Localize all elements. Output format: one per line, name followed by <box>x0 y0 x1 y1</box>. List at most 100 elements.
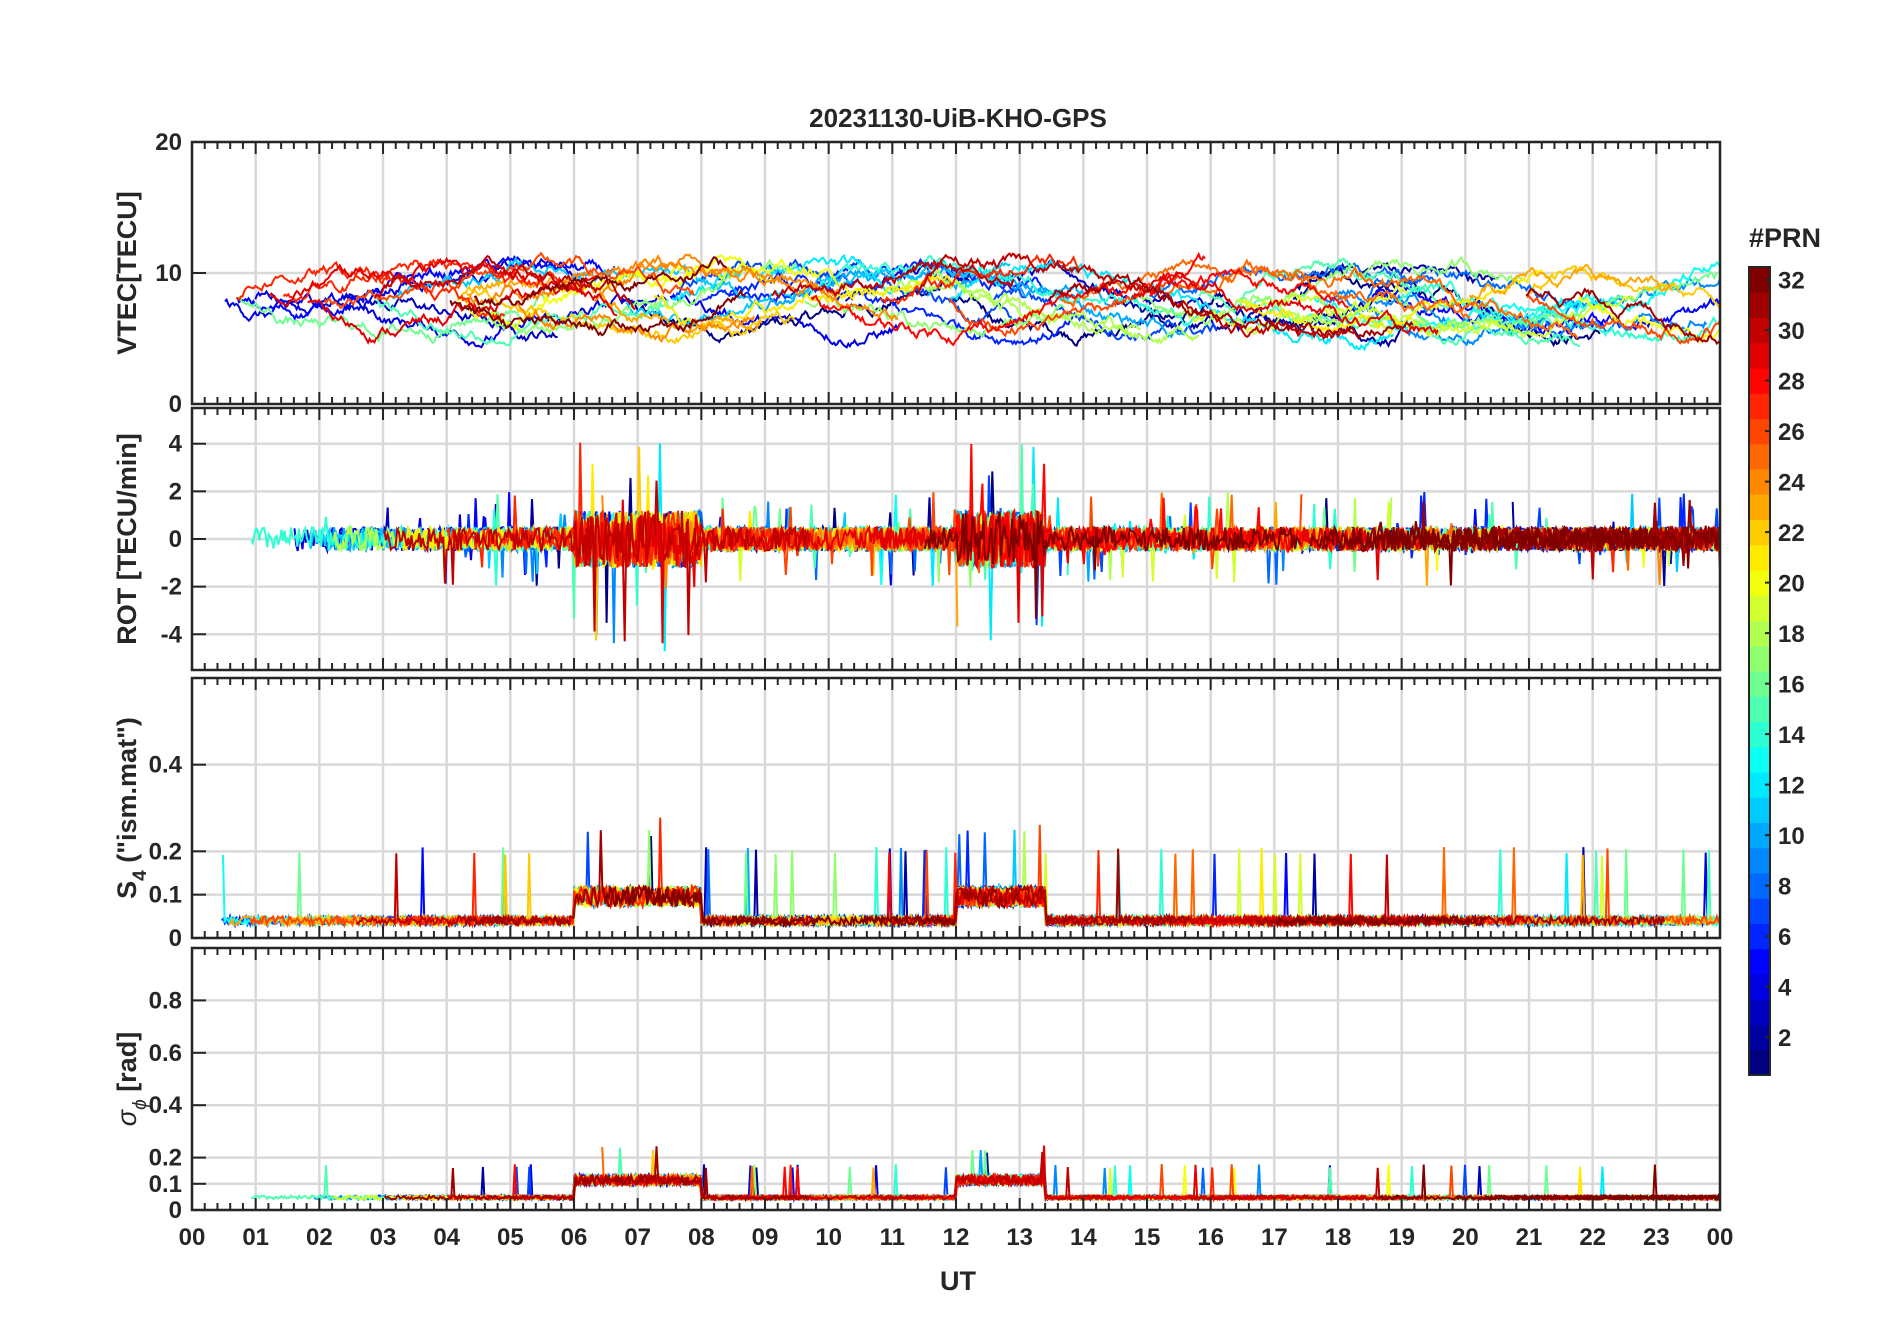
colorbar-segment <box>1749 948 1770 975</box>
x-tick-label: 03 <box>370 1224 397 1251</box>
x-tick-label: 00 <box>179 1224 206 1251</box>
x-tick-label: 13 <box>1006 1224 1033 1251</box>
y-tick-label: 0.1 <box>149 882 182 909</box>
series-line-prn-29 <box>872 511 1110 623</box>
series-line-prn-30 <box>872 1151 1110 1202</box>
series-line-prn-29 <box>1132 271 1439 337</box>
colorbar-segment <box>1749 822 1770 849</box>
colorbar-segment <box>1749 847 1770 874</box>
colorbar-segment <box>1749 873 1770 899</box>
series-line-prn-32 <box>449 289 746 337</box>
y-axis-label-vtec: VTEC[TECU] <box>112 191 142 355</box>
colorbar-label: #PRN <box>1749 223 1821 253</box>
series-line-prn-31 <box>1048 273 1414 340</box>
series-line-prn-29 <box>269 256 618 317</box>
colorbar-tick-label: 18 <box>1778 621 1805 648</box>
y-tick-label: 0.2 <box>149 838 182 865</box>
series-line-prn-5 <box>236 255 616 321</box>
x-tick-label: 17 <box>1261 1224 1288 1251</box>
series-group <box>220 817 1720 929</box>
colorbar-tick-label: 12 <box>1778 773 1805 800</box>
series-line-prn-12 <box>949 258 1394 352</box>
chart-title: 20231130-UiB-KHO-GPS <box>809 103 1107 133</box>
x-tick-label: 02 <box>306 1224 333 1251</box>
colorbar-segment <box>1749 797 1770 823</box>
y-tick-label: 0 <box>169 1197 182 1224</box>
y-tick-label: 2 <box>169 478 182 505</box>
series-line-prn-30 <box>916 252 1355 340</box>
y-tick-label: 0.4 <box>149 1092 183 1119</box>
colorbar-segment <box>1749 721 1770 748</box>
series-line-prn-31 <box>864 848 1191 929</box>
y-tick-label: 0.6 <box>149 1040 182 1067</box>
colorbar-tick-label: 32 <box>1778 268 1805 295</box>
y-tick-label: 0 <box>169 526 182 553</box>
colorbar-tick-label: 20 <box>1778 571 1805 598</box>
y-tick-label: 0.1 <box>149 1171 182 1198</box>
series-line-prn-30 <box>771 258 1015 299</box>
y-tick-label: 10 <box>155 260 182 287</box>
colorbar-tick-label: 14 <box>1778 722 1805 749</box>
colorbar-segment <box>1749 317 1770 344</box>
y-tick-label: -2 <box>161 574 182 601</box>
colorbar-segment <box>1749 696 1770 722</box>
colorbar-segment <box>1749 368 1770 394</box>
x-tick-label: 01 <box>242 1224 269 1251</box>
y-axis-label-s4: S4 ("ism.mat") <box>112 717 151 899</box>
y-tick-label: 20 <box>155 129 182 156</box>
panel-vtec: 0 10 20 VTEC[TECU] <box>112 129 1722 418</box>
series-line-prn-32 <box>1322 521 1720 586</box>
series-line-prn-30 <box>383 480 811 642</box>
x-tick-label: 15 <box>1134 1224 1161 1251</box>
y-axis-label-rot: ROT [TECU/min] <box>112 433 142 644</box>
x-tick-label: 14 <box>1070 1224 1097 1251</box>
series-line-prn-17 <box>804 294 1066 337</box>
colorbar-tick-label: 4 <box>1778 975 1792 1002</box>
colorbar-tick-label: 2 <box>1778 1025 1791 1052</box>
colorbar-tick-label: 28 <box>1778 369 1805 396</box>
y-tick-label: 0.2 <box>149 1145 182 1172</box>
colorbar-segment <box>1749 1024 1770 1051</box>
colorbar-segment <box>1749 544 1770 571</box>
series-line-prn-32 <box>923 511 1301 619</box>
colorbar-segment <box>1749 469 1770 495</box>
series-line-prn-27 <box>235 260 506 321</box>
colorbar-tick-label: 8 <box>1778 874 1791 901</box>
series-line-prn-32 <box>603 884 957 929</box>
series-line-prn-28 <box>810 251 1206 347</box>
series-line-prn-26 <box>1526 294 1720 345</box>
x-tick-label: 12 <box>943 1224 970 1251</box>
colorbar-segment <box>1749 999 1770 1025</box>
colorbar-segment <box>1749 292 1770 318</box>
series-group <box>224 251 1720 352</box>
colorbar-tick-label: 22 <box>1778 520 1805 547</box>
colorbar-segment <box>1749 671 1770 697</box>
x-tick-label: 22 <box>1579 1224 1606 1251</box>
series-line-prn-18 <box>903 279 1142 333</box>
y-tick-label: 0 <box>169 391 182 418</box>
x-tick-label: 00 <box>1707 1224 1734 1251</box>
colorbar-segment <box>1749 570 1770 596</box>
y-tick-label: 0.4 <box>149 752 183 779</box>
x-tick-label: 11 <box>880 1224 905 1251</box>
x-tick-label: 06 <box>561 1224 588 1251</box>
series-group <box>250 442 1720 652</box>
x-tick-label: 21 <box>1516 1224 1543 1251</box>
series-line-prn-23 <box>466 274 763 336</box>
series-line-prn-17 <box>481 258 798 337</box>
colorbar-tick-label: 6 <box>1778 924 1791 951</box>
x-tick-label: 23 <box>1643 1224 1670 1251</box>
colorbar-segment <box>1749 645 1770 672</box>
colorbar-tick-label: 26 <box>1778 419 1805 446</box>
colorbar-segment <box>1749 595 1770 621</box>
series-line-prn-17 <box>1139 255 1523 327</box>
colorbar-tick-label: 24 <box>1778 470 1805 497</box>
series-line-prn-31 <box>383 1146 811 1202</box>
series-line-prn-30 <box>373 254 636 311</box>
x-tick-labels: 00 01 02 03 04 05 06 07 08 09 10 11 12 13 14 15 16 17 18 19… <box>179 1224 1734 1251</box>
x-tick-label: 09 <box>752 1224 779 1251</box>
series-line-prn-32 <box>1456 1164 1720 1202</box>
series-line-prn-10 <box>926 270 1187 340</box>
x-tick-label: 05 <box>497 1224 524 1251</box>
